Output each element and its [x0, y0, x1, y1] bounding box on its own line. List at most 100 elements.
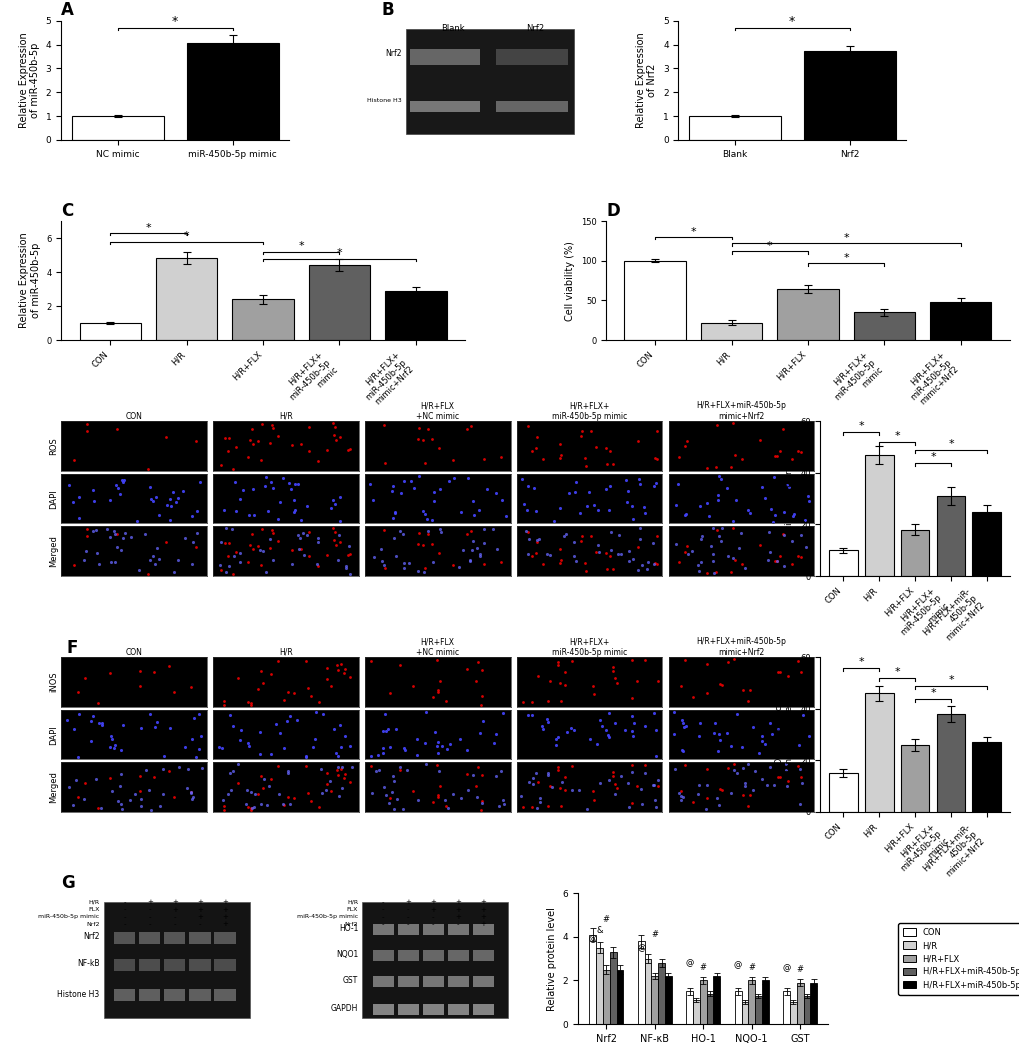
Point: [592, 774, 608, 791]
Point: [392, 762, 409, 779]
Point: [214, 740, 230, 757]
Point: [405, 783, 421, 799]
Point: [253, 795, 269, 812]
Point: [385, 767, 401, 784]
Point: [799, 488, 815, 505]
Point: [165, 789, 181, 806]
Point: [329, 748, 345, 765]
Point: [549, 653, 566, 670]
Point: [183, 784, 200, 800]
Point: [282, 481, 299, 497]
Bar: [472, 950, 493, 961]
Point: [307, 704, 323, 721]
Point: [132, 720, 149, 737]
Bar: [71, 116, 163, 140]
Point: [771, 443, 788, 460]
Point: [416, 735, 432, 751]
Text: GST: GST: [342, 976, 358, 985]
Point: [521, 530, 537, 547]
Point: [698, 655, 714, 672]
Point: [386, 505, 403, 521]
Point: [582, 528, 598, 544]
Point: [673, 677, 689, 694]
Point: [165, 484, 181, 501]
Point: [113, 541, 129, 558]
Point: [265, 525, 281, 541]
Point: [113, 795, 129, 812]
Point: [310, 529, 326, 545]
Point: [551, 449, 568, 466]
Point: [579, 497, 595, 514]
Point: [335, 770, 352, 787]
Point: [130, 561, 147, 578]
Point: [528, 545, 544, 562]
Point: [281, 707, 298, 724]
Point: [325, 721, 341, 738]
Point: [254, 416, 270, 433]
Point: [592, 712, 608, 728]
Point: [589, 502, 605, 518]
Point: [362, 475, 378, 492]
Point: [163, 498, 179, 515]
Point: [434, 738, 450, 754]
Point: [300, 785, 316, 802]
Point: [520, 547, 536, 563]
Point: [549, 762, 566, 779]
Text: @: @: [685, 958, 693, 968]
Point: [128, 513, 145, 530]
Point: [262, 435, 278, 451]
Point: [644, 776, 660, 793]
Text: C: C: [61, 202, 73, 219]
Point: [337, 559, 354, 576]
Point: [263, 521, 279, 538]
Point: [589, 537, 605, 554]
Point: [763, 725, 780, 742]
Point: [675, 743, 691, 760]
Point: [637, 652, 653, 669]
Title: CON: CON: [125, 412, 143, 421]
Point: [239, 799, 256, 816]
Point: [433, 524, 449, 540]
Point: [242, 432, 258, 448]
Point: [564, 782, 580, 798]
Y-axis label: Merged: Merged: [49, 771, 58, 804]
Point: [261, 779, 277, 795]
Text: +: +: [454, 900, 461, 905]
Point: [341, 565, 358, 582]
Point: [386, 772, 403, 789]
Point: [410, 420, 426, 437]
Point: [647, 722, 663, 739]
Point: [485, 520, 501, 537]
Bar: [309, 265, 370, 340]
Point: [298, 749, 314, 766]
Bar: [803, 50, 895, 140]
Point: [375, 723, 391, 740]
Text: -: -: [432, 921, 434, 927]
Point: [671, 785, 687, 802]
Point: [251, 724, 267, 741]
Point: [785, 506, 801, 522]
Point: [398, 762, 415, 779]
Point: [437, 693, 453, 710]
Text: *: *: [843, 233, 848, 242]
Point: [568, 474, 584, 491]
Point: [102, 491, 118, 508]
Point: [669, 554, 686, 571]
Point: [424, 512, 440, 529]
Point: [734, 682, 750, 699]
Point: [606, 786, 623, 803]
Text: Histone H3: Histone H3: [367, 98, 401, 103]
Point: [710, 796, 727, 813]
Text: -: -: [407, 907, 409, 912]
Point: [149, 539, 165, 556]
Bar: [748, 980, 754, 1024]
Point: [632, 531, 648, 548]
Point: [417, 455, 433, 471]
Bar: [602, 970, 609, 1024]
Point: [265, 419, 281, 436]
Point: [753, 770, 769, 787]
Bar: [495, 100, 568, 113]
Point: [790, 736, 806, 752]
Point: [704, 547, 720, 563]
Point: [532, 790, 548, 807]
